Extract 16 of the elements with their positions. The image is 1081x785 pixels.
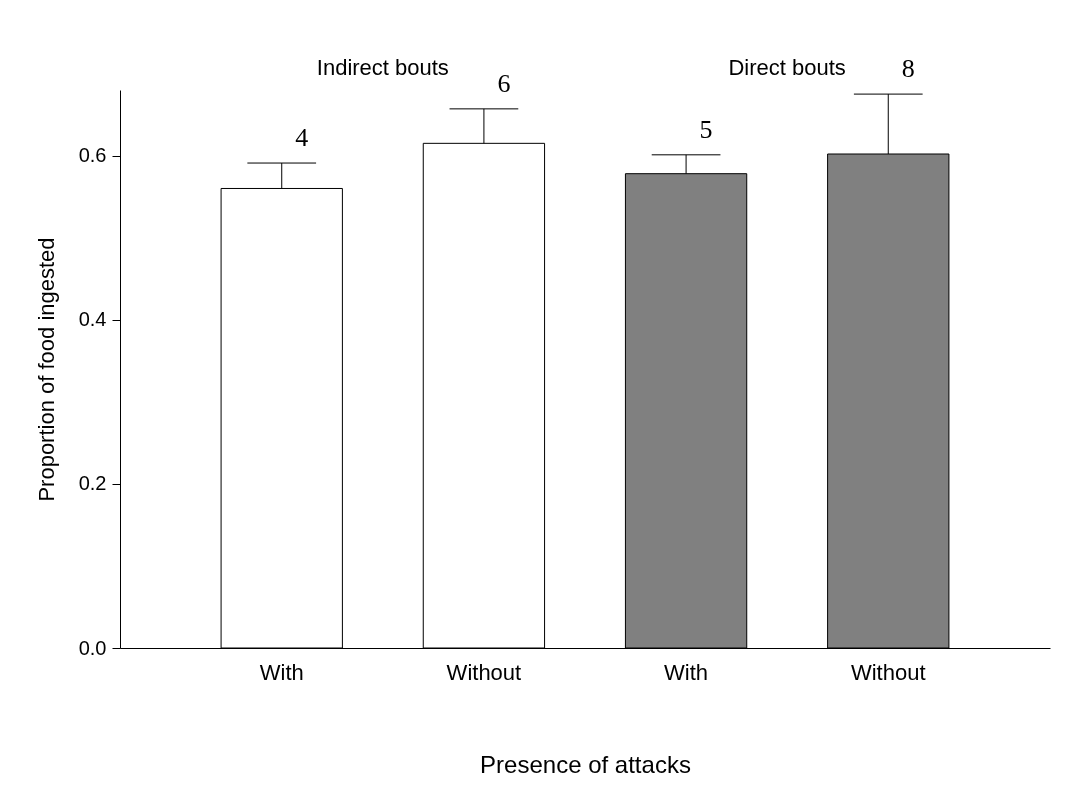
annotation: 5 (699, 114, 713, 144)
y-tick-label: 0.0 (78, 636, 107, 659)
x-tick-label: Without (850, 659, 926, 685)
x-tick-label: With (664, 659, 709, 685)
annotation: 6 (497, 68, 511, 98)
annotation: 4 (295, 123, 309, 153)
y-tick-label: 0.2 (78, 472, 107, 495)
text: Direct bouts (728, 55, 846, 80)
y-tick-label: 0.6 (78, 144, 107, 167)
y-tick-label: 0.4 (78, 308, 107, 331)
text: Indirect bouts (316, 55, 449, 80)
x-axis-title: Presence of attacks (480, 750, 691, 778)
y-axis-title: Proportion of food ingested (33, 237, 59, 502)
text: 8 (901, 54, 915, 84)
x-tick-label: With (259, 659, 304, 685)
x-tick-label: Without (446, 659, 522, 685)
